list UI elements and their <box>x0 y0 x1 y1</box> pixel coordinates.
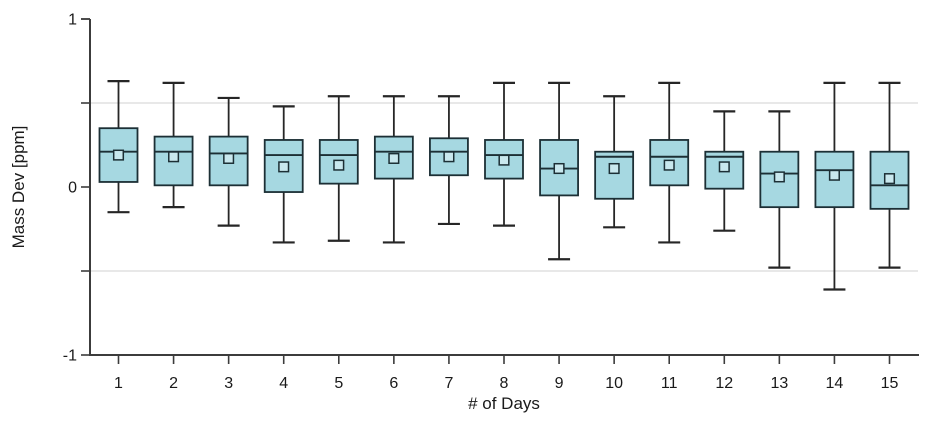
mean-marker <box>168 151 180 163</box>
iqr-box <box>484 139 524 180</box>
box-day-13 <box>759 110 800 269</box>
x-tick-label-7: 7 <box>444 375 453 392</box>
mean-marker <box>883 173 896 185</box>
mean-marker <box>112 149 125 161</box>
x-tick-label-3: 3 <box>224 375 233 392</box>
y-tick-label-1: 1 <box>68 12 77 29</box>
x-tick-label-2: 2 <box>169 375 178 392</box>
box-day-15 <box>869 81 910 269</box>
x-tick-label-14: 14 <box>826 375 844 392</box>
x-tick-label-5: 5 <box>334 375 343 392</box>
box-day-6 <box>373 95 414 244</box>
x-tick-label-15: 15 <box>881 375 899 392</box>
x-tick-label-8: 8 <box>500 375 509 392</box>
mean-marker <box>223 152 235 164</box>
mean-marker <box>553 162 565 175</box>
mean-marker <box>718 161 730 173</box>
mean-marker <box>388 152 400 164</box>
mean-marker <box>498 154 510 166</box>
mean-marker <box>773 171 785 183</box>
box-day-4 <box>263 105 304 244</box>
box-day-1 <box>98 80 139 214</box>
x-tick-label-6: 6 <box>389 375 398 392</box>
y-tick-label-0: 0 <box>68 180 77 197</box>
mean-marker <box>333 159 345 171</box>
x-tick-label-4: 4 <box>279 375 288 392</box>
box-day-8 <box>484 81 524 227</box>
y-axis-title: Mass Dev [ppm] <box>9 125 28 249</box>
x-tick-label-11: 11 <box>661 375 678 392</box>
x-tick-label-12: 12 <box>715 375 733 392</box>
x-tick-label-10: 10 <box>605 375 623 392</box>
box-day-7 <box>429 95 469 226</box>
x-tick-label-1: 1 <box>114 375 123 392</box>
x-axis-title: # of Days <box>468 394 540 413</box>
mean-marker <box>278 161 290 173</box>
box-day-14 <box>814 81 855 291</box>
box-day-9 <box>539 81 579 261</box>
box-day-2 <box>153 81 194 209</box>
box-day-3 <box>208 96 249 227</box>
mean-marker <box>663 159 675 171</box>
mean-marker <box>443 151 455 163</box>
iqr-box <box>594 150 635 200</box>
box-day-11 <box>649 81 690 244</box>
box-day-12 <box>704 110 745 232</box>
box-day-10 <box>594 95 635 229</box>
x-tick-label-9: 9 <box>555 375 564 392</box>
box-day-5 <box>318 95 359 242</box>
mean-marker <box>828 169 840 181</box>
y-tick-label--1: -1 <box>63 348 77 365</box>
x-tick-label-13: 13 <box>770 375 788 392</box>
mean-marker <box>608 162 620 175</box>
